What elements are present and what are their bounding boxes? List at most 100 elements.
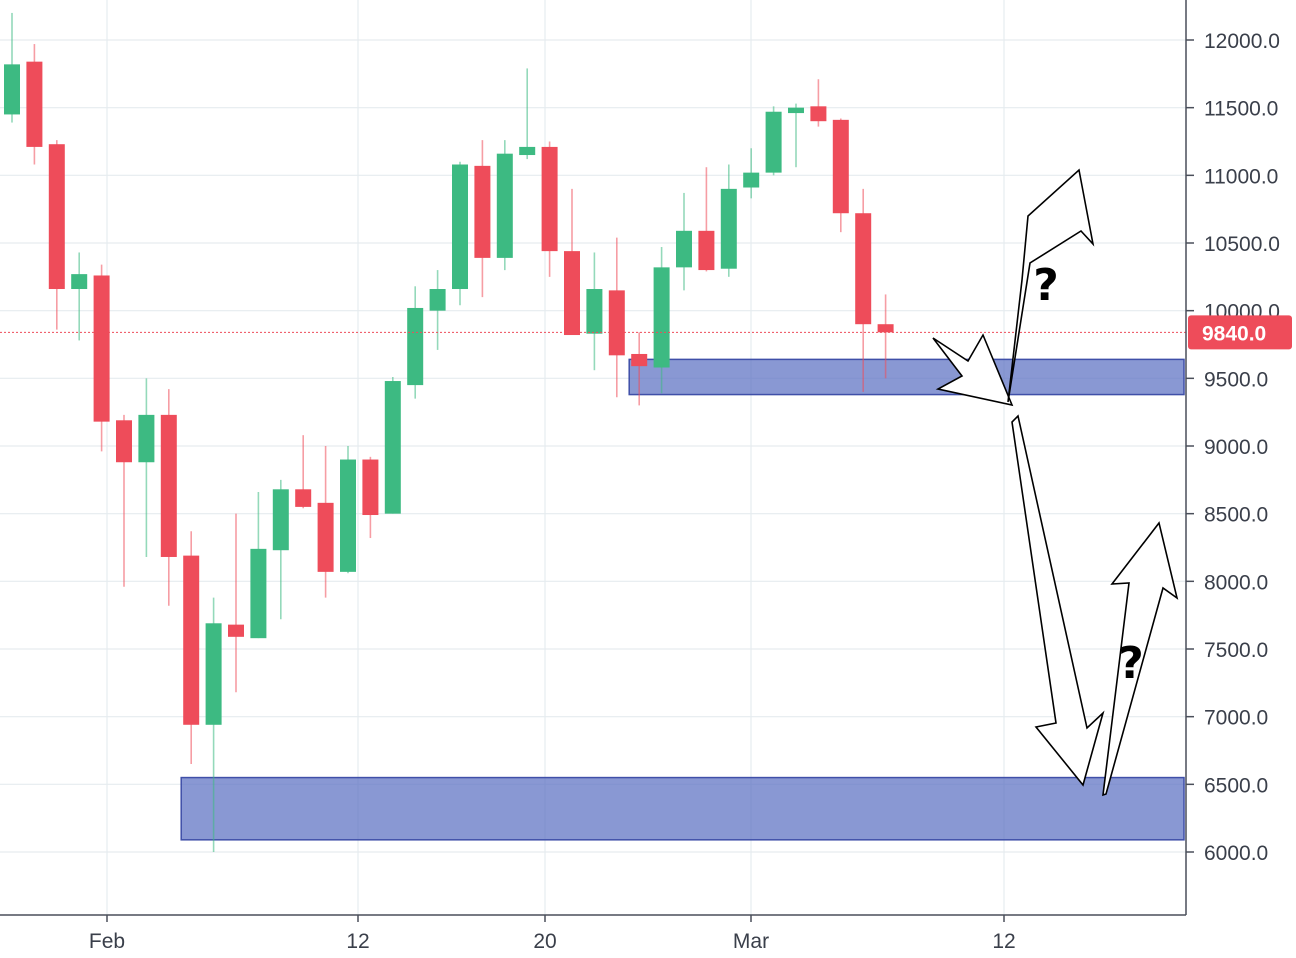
candle bbox=[877, 294, 894, 379]
candle bbox=[720, 164, 737, 277]
question-mark-annotation: ? bbox=[1118, 638, 1144, 689]
annotation-arrow bbox=[1007, 168, 1095, 403]
current-price-badge: 9840.0 bbox=[1188, 315, 1292, 350]
candle-body bbox=[4, 64, 20, 115]
y-tick-label: 8000.0 bbox=[1204, 571, 1268, 594]
candle bbox=[26, 44, 43, 165]
candle-body bbox=[743, 172, 760, 188]
candle bbox=[429, 270, 446, 350]
candle-body bbox=[564, 251, 580, 336]
candle-body bbox=[608, 290, 625, 356]
candle-body bbox=[340, 459, 356, 572]
y-tick-label: 11000.0 bbox=[1204, 165, 1278, 188]
candle bbox=[407, 286, 424, 399]
y-tick-label: 7500.0 bbox=[1204, 639, 1268, 662]
candle bbox=[541, 141, 558, 277]
candle-body bbox=[116, 420, 132, 463]
candle-body bbox=[676, 230, 692, 268]
candle-body bbox=[586, 289, 603, 334]
candle-body bbox=[631, 353, 648, 367]
candle-body bbox=[496, 153, 513, 258]
candle-body bbox=[317, 502, 334, 572]
candle-body bbox=[228, 624, 244, 637]
candle bbox=[586, 252, 603, 371]
candle-body bbox=[272, 489, 289, 551]
candle bbox=[452, 161, 468, 306]
candle-body bbox=[698, 230, 715, 271]
candle bbox=[676, 192, 692, 291]
candle-body bbox=[788, 107, 804, 114]
candle bbox=[340, 446, 356, 574]
candle-body bbox=[407, 307, 424, 386]
candle bbox=[564, 188, 580, 336]
candle-body bbox=[93, 275, 110, 422]
candle bbox=[832, 118, 849, 233]
y-tick-label: 9500.0 bbox=[1204, 368, 1268, 391]
candle-body bbox=[765, 111, 782, 173]
candle bbox=[138, 378, 155, 557]
candle-body bbox=[429, 289, 446, 311]
candle-body bbox=[362, 459, 379, 516]
candle bbox=[183, 531, 200, 765]
candle bbox=[788, 103, 804, 168]
candle bbox=[698, 167, 715, 272]
candle-body bbox=[541, 146, 558, 252]
candle bbox=[765, 106, 782, 176]
candle-body bbox=[832, 119, 849, 214]
support-zone bbox=[628, 358, 1185, 396]
x-tick-label: Mar bbox=[733, 930, 769, 953]
candle bbox=[631, 332, 648, 406]
candle bbox=[250, 492, 267, 639]
candles bbox=[4, 12, 894, 852]
annotation-arrow bbox=[1102, 521, 1179, 797]
candle bbox=[71, 252, 88, 341]
candle-body bbox=[250, 548, 267, 639]
price-badge-label: 9840.0 bbox=[1202, 322, 1266, 345]
candle bbox=[474, 140, 491, 298]
x-tick-label: Feb bbox=[89, 930, 125, 953]
candle-body bbox=[183, 555, 200, 725]
candle bbox=[496, 140, 513, 271]
price-badge-background bbox=[1188, 315, 1292, 350]
candle bbox=[48, 140, 65, 330]
candle-body bbox=[653, 267, 670, 368]
candle-body bbox=[855, 213, 872, 325]
candle bbox=[810, 79, 827, 127]
annotation-arrow bbox=[1011, 414, 1105, 787]
candle bbox=[855, 188, 872, 392]
candle bbox=[743, 148, 760, 199]
candle-body bbox=[452, 164, 468, 290]
candle bbox=[519, 68, 536, 160]
candle-body bbox=[720, 188, 737, 269]
y-tick-label: 11500.0 bbox=[1204, 98, 1278, 121]
candle bbox=[362, 456, 379, 539]
y-tick-label: 12000.0 bbox=[1204, 30, 1280, 53]
candle-body bbox=[474, 165, 491, 258]
support-zone bbox=[180, 776, 1185, 841]
x-tick-label: 12 bbox=[992, 930, 1015, 953]
annotation-arrow bbox=[932, 333, 1014, 407]
drawing-annotations: ?? bbox=[932, 168, 1179, 797]
candle bbox=[205, 597, 222, 852]
y-tick-label: 6500.0 bbox=[1204, 774, 1268, 797]
y-tick-label: 7000.0 bbox=[1204, 707, 1268, 730]
candle-body bbox=[519, 146, 536, 156]
candle-body bbox=[71, 274, 88, 290]
candle-body bbox=[138, 414, 155, 463]
grid bbox=[0, 0, 1186, 915]
candle-body bbox=[295, 489, 312, 507]
candle bbox=[295, 435, 312, 509]
y-tick-label: 9000.0 bbox=[1204, 436, 1268, 459]
candle bbox=[4, 12, 20, 123]
y-tick-label: 6000.0 bbox=[1204, 842, 1268, 865]
candle bbox=[160, 389, 177, 606]
candle-body bbox=[26, 61, 43, 147]
candle bbox=[93, 264, 110, 452]
support-zones bbox=[180, 358, 1185, 841]
candle bbox=[228, 513, 244, 693]
candle-body bbox=[877, 324, 894, 333]
candle bbox=[608, 237, 625, 398]
x-tick-label: 12 bbox=[346, 930, 369, 953]
